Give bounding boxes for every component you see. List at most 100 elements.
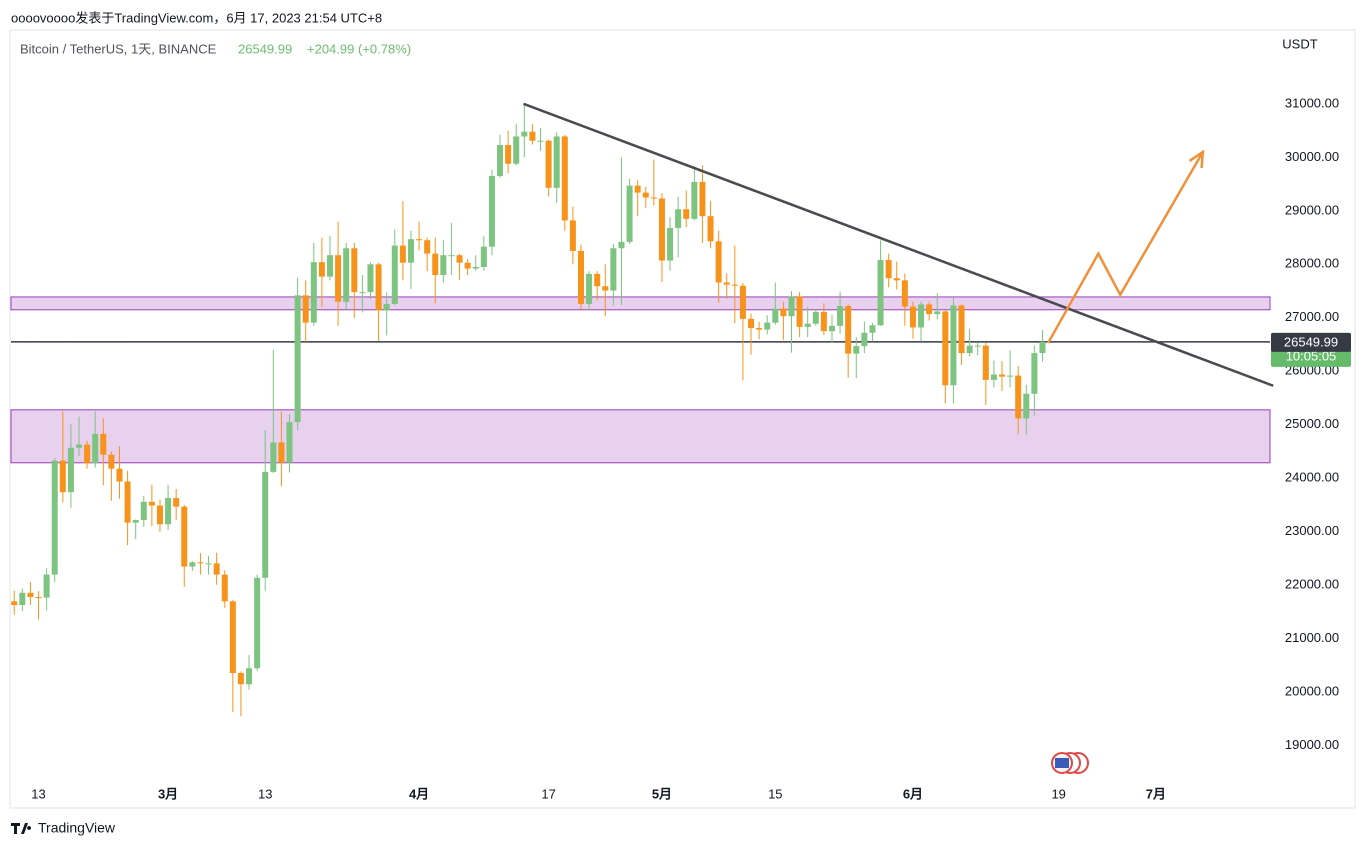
projection-path bbox=[1047, 151, 1204, 344]
footer-brand: TradingView bbox=[38, 820, 116, 836]
y-tick-label: 23000.00 bbox=[1285, 523, 1339, 538]
candle-body bbox=[950, 305, 957, 386]
candle-body bbox=[804, 323, 811, 327]
y-tick-label: 29000.00 bbox=[1285, 202, 1339, 217]
candle-body bbox=[108, 454, 115, 469]
y-tick-label: 24000.00 bbox=[1285, 470, 1339, 485]
currency: USDT bbox=[1282, 36, 1317, 51]
candle-body bbox=[472, 266, 479, 269]
candle-body bbox=[488, 176, 495, 247]
candle-body bbox=[327, 255, 334, 277]
candle-body bbox=[335, 255, 342, 302]
y-tick-label: 20000.00 bbox=[1285, 684, 1339, 699]
candle-body bbox=[440, 255, 447, 276]
candle-body bbox=[156, 505, 163, 525]
candle-body bbox=[383, 303, 390, 311]
y-tick-label: 21000.00 bbox=[1285, 630, 1339, 645]
zone bbox=[10, 409, 1271, 464]
candle-body bbox=[432, 253, 439, 276]
candle-body bbox=[626, 185, 633, 242]
candle-body bbox=[505, 145, 512, 164]
candle-body bbox=[165, 498, 172, 525]
candle-body bbox=[237, 673, 244, 685]
candle-body bbox=[529, 131, 536, 141]
support-tag-label: 26549.99 bbox=[1284, 334, 1338, 349]
candle-body bbox=[1023, 393, 1030, 419]
candle-body bbox=[561, 136, 568, 221]
candle-body bbox=[966, 345, 973, 354]
candle-body bbox=[124, 481, 131, 523]
candle-body bbox=[132, 520, 139, 523]
candle-body bbox=[837, 306, 844, 326]
candle-body bbox=[869, 325, 876, 333]
zone bbox=[10, 296, 1271, 311]
candle-body bbox=[521, 131, 528, 137]
x-tick-label: 15 bbox=[768, 786, 782, 801]
candle-body bbox=[1031, 353, 1038, 394]
candle-body bbox=[699, 181, 706, 217]
candle-body bbox=[586, 273, 593, 304]
candle-body bbox=[731, 284, 738, 286]
countdown: 10:05:05 bbox=[1286, 348, 1337, 363]
candle-body bbox=[254, 577, 261, 669]
candle-body bbox=[35, 597, 42, 599]
candle-body bbox=[942, 311, 949, 386]
candle-body bbox=[780, 308, 787, 317]
candle-body bbox=[399, 245, 406, 263]
x-tick-label: 4月 bbox=[409, 786, 429, 801]
candle-body bbox=[828, 325, 835, 332]
candle-body bbox=[278, 442, 285, 463]
candle-body bbox=[480, 246, 487, 267]
candle-body bbox=[11, 601, 18, 606]
y-tick-label: 31000.00 bbox=[1285, 95, 1339, 110]
candle-body bbox=[974, 345, 981, 347]
candle-body bbox=[1015, 375, 1022, 419]
y-tick-label: 30000.00 bbox=[1285, 149, 1339, 164]
candle-body bbox=[772, 308, 779, 323]
candle-body bbox=[650, 197, 657, 199]
candle-body bbox=[456, 255, 463, 263]
x-tick-label: 13 bbox=[258, 786, 272, 801]
candle-body bbox=[448, 255, 455, 257]
candle-body bbox=[618, 241, 625, 249]
candle-body bbox=[982, 345, 989, 380]
y-tick-label: 28000.00 bbox=[1285, 256, 1339, 271]
candle-body bbox=[553, 136, 560, 188]
candle-body bbox=[812, 311, 819, 324]
y-tick-label: 22000.00 bbox=[1285, 577, 1339, 592]
candle-body bbox=[1039, 341, 1046, 354]
candle-body bbox=[262, 471, 269, 578]
candle-body bbox=[918, 304, 925, 328]
candle-body bbox=[764, 322, 771, 330]
candle-body bbox=[246, 668, 253, 685]
header-price: 26549.99 bbox=[238, 41, 292, 56]
candle-body bbox=[788, 296, 795, 317]
candle-body bbox=[739, 285, 746, 319]
candle-body bbox=[213, 563, 220, 575]
candle-body bbox=[909, 306, 916, 328]
author-line: oooovoooo发表于TradingView.com，6月 17, 2023 … bbox=[11, 10, 382, 25]
candle-body bbox=[148, 501, 155, 506]
candle-body bbox=[497, 145, 504, 177]
candle-body bbox=[19, 592, 26, 606]
candle-body bbox=[715, 241, 722, 283]
candle-body bbox=[140, 501, 147, 521]
x-tick-label: 3月 bbox=[158, 786, 178, 801]
candle-body bbox=[569, 220, 576, 251]
candle-body bbox=[92, 433, 99, 464]
candle-body bbox=[116, 468, 123, 482]
candle-body bbox=[537, 140, 544, 142]
candle-body bbox=[205, 563, 212, 565]
candle-body bbox=[343, 248, 350, 302]
candle-body bbox=[43, 574, 50, 598]
candle-body bbox=[756, 327, 763, 330]
candle-body bbox=[294, 295, 301, 423]
projection-arrowhead bbox=[1188, 149, 1205, 169]
candle-body bbox=[845, 306, 852, 354]
candle-body bbox=[310, 262, 317, 323]
candle-body bbox=[675, 209, 682, 228]
candle-body bbox=[270, 442, 277, 472]
candle-body bbox=[999, 374, 1006, 377]
footer-logo bbox=[11, 823, 32, 834]
